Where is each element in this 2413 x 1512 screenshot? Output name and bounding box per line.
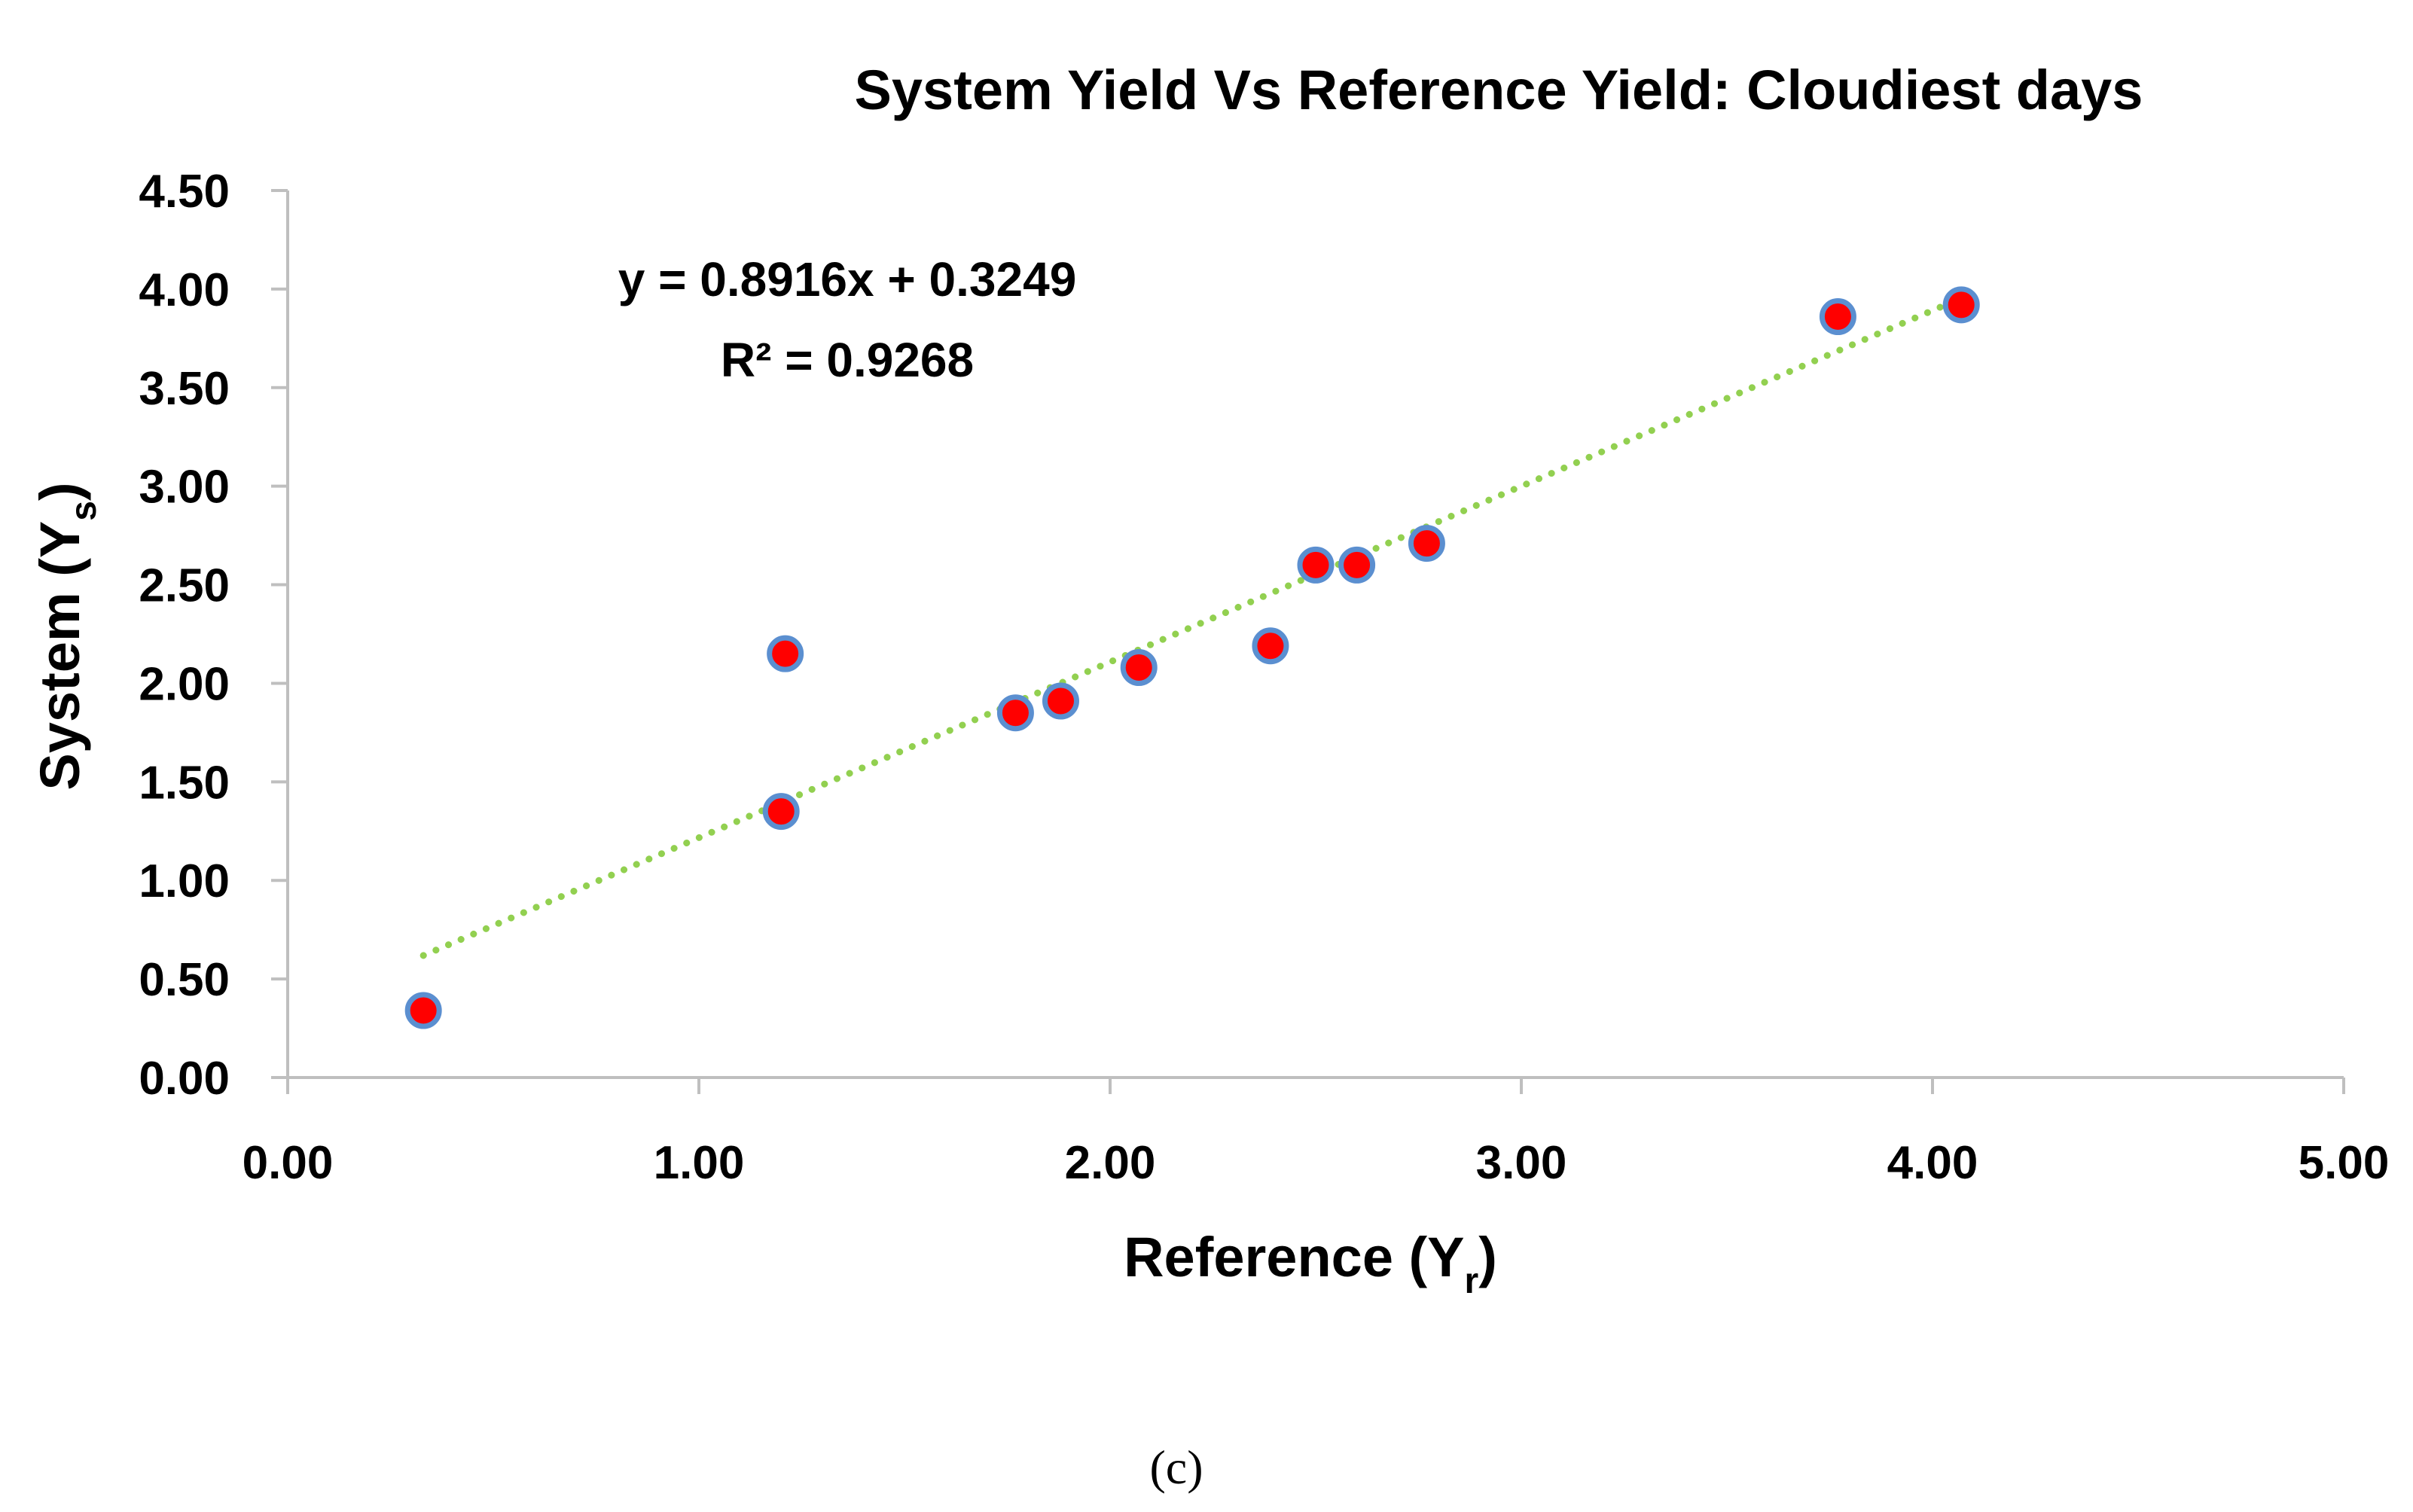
data-point [1819, 298, 1856, 336]
axes [271, 189, 2345, 1094]
data-point [996, 694, 1034, 732]
data-point [1252, 627, 1289, 665]
y-tick-label: 2.50 [139, 560, 230, 612]
data-point [1120, 649, 1158, 687]
trendline-r-squared: R² = 0.9268 [721, 333, 974, 387]
panel-label: (c) [1149, 1440, 1203, 1494]
x-axis-label-subscript: r [1465, 1261, 1479, 1301]
trendline-equation: y = 0.8916x + 0.3249 [618, 252, 1077, 306]
trendline [419, 294, 1965, 959]
x-tick-labels: 0.00 1.00 2.00 3.00 4.00 5.00 [243, 1137, 2390, 1189]
y-tick-label: 4.00 [139, 264, 230, 316]
y-axis-label: System (Ys) [29, 482, 104, 790]
data-point [1408, 525, 1445, 562]
data-point [1338, 546, 1376, 584]
x-tick-label: 3.00 [1476, 1137, 1567, 1189]
data-point [1042, 682, 1079, 720]
y-tick-label: 0.50 [139, 954, 230, 1006]
y-tick-label: 3.50 [139, 363, 230, 415]
data-points [404, 286, 1980, 1029]
data-point [767, 635, 804, 672]
data-point [1942, 286, 1980, 324]
x-tick-label: 4.00 [1887, 1137, 1978, 1189]
x-tick-label: 1.00 [654, 1137, 745, 1189]
x-tick-label: 2.00 [1065, 1137, 1156, 1189]
data-point [1297, 546, 1335, 584]
x-tick-label: 5.00 [2299, 1137, 2390, 1189]
y-tick-label: 1.00 [139, 855, 230, 907]
y-tick-labels: 0.00 0.50 1.00 1.50 2.00 2.50 3.00 3.50 4.00 4.50 [139, 166, 230, 1105]
y-tick-label: 0.00 [139, 1053, 230, 1105]
data-point [404, 992, 442, 1029]
x-axis-label: Reference (Yr) [1124, 1226, 1497, 1301]
x-tick-label: 0.00 [243, 1137, 334, 1189]
data-point [762, 793, 800, 831]
chart-title: System Yield Vs Reference Yield: Cloudie… [855, 59, 2143, 121]
y-tick-label: 4.50 [139, 166, 230, 218]
y-tick-label: 2.00 [139, 658, 230, 710]
y-tick-label: 3.00 [139, 462, 230, 514]
y-axis-label-subscript: s [64, 501, 104, 521]
y-tick-label: 1.50 [139, 757, 230, 809]
trendline-path [419, 294, 1965, 959]
